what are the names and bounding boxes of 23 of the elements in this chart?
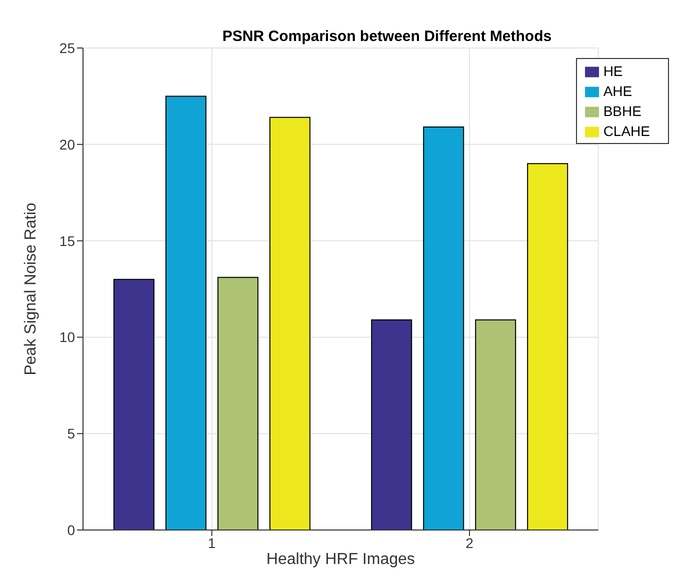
y-tick-label: 0 [67, 522, 76, 538]
y-tick-label: 15 [59, 232, 76, 249]
legend-label: HE [603, 63, 623, 79]
legend-label: AHE [603, 83, 632, 99]
chart-title: PSNR Comparison between Different Methods [221, 28, 553, 45]
legend-label: CLAHE [603, 123, 650, 139]
x-tick-label: 2 [466, 534, 474, 551]
x-tick-label: 1 [208, 534, 216, 551]
y-tick-label: 10 [59, 329, 76, 346]
bar [527, 163, 568, 530]
bar [113, 278, 154, 530]
y-tick-label: 25 [59, 40, 76, 56]
bar [165, 96, 206, 530]
bar [217, 276, 258, 530]
bar [371, 319, 412, 530]
bar [475, 319, 516, 530]
bar [423, 126, 464, 530]
x-axis-title: Healthy HRF Images [266, 551, 415, 568]
legend-label: BBHE [603, 103, 642, 119]
bar [269, 116, 310, 530]
y-tick-label: 5 [67, 426, 76, 442]
y-axis-title: Peak Signal Noise Ratio [22, 202, 40, 376]
y-tick-label: 20 [59, 136, 76, 152]
